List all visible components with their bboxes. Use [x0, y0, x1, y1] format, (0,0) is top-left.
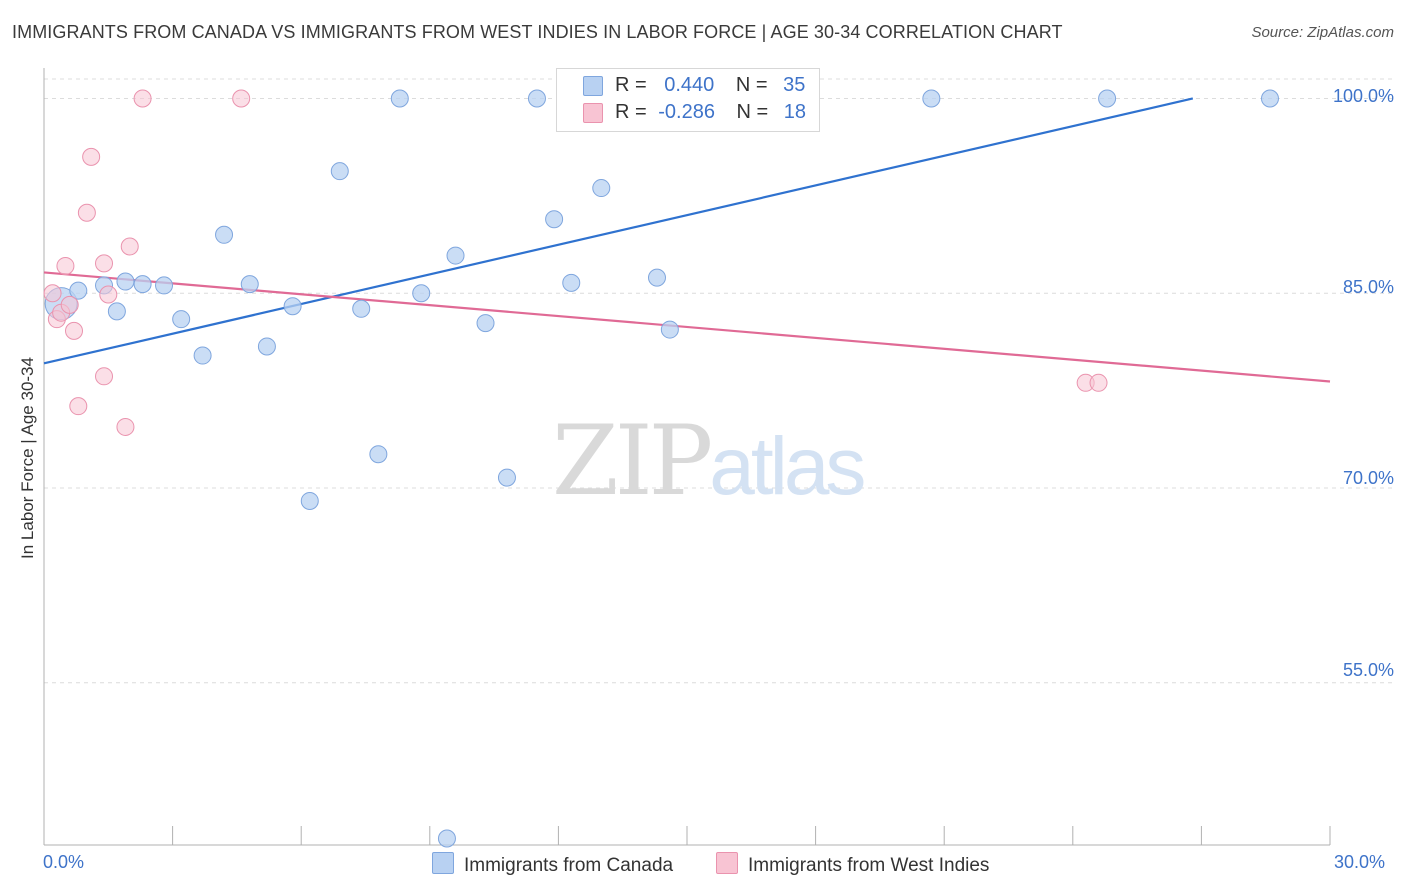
stats-legend: R = 0.440 N = 35 R = -0.286 N = 18	[556, 68, 820, 132]
point-west-indies	[43, 284, 62, 303]
point-canada	[193, 346, 212, 365]
point-canada	[240, 275, 259, 294]
legend-r-value: 0.440	[664, 74, 715, 96]
point-west-indies	[77, 203, 96, 222]
point-canada	[412, 284, 431, 303]
bottom-legend-swatch-west-indies	[716, 852, 738, 874]
bottom-legend-swatch-canada	[432, 852, 454, 874]
point-west-indies	[69, 397, 88, 416]
point-canada	[476, 314, 495, 333]
gridlines	[44, 78, 1392, 684]
point-west-indies	[1089, 373, 1108, 392]
y-axis-label: In Labor Force | Age 30-34	[18, 357, 37, 559]
y-tick-label: 70.0%	[1342, 468, 1394, 488]
legend-n-value: 35	[783, 74, 806, 96]
watermark-atlas: atlas	[709, 421, 866, 512]
point-canada	[257, 337, 276, 356]
point-canada	[155, 276, 174, 295]
point-canada	[69, 281, 88, 300]
point-canada	[545, 210, 564, 229]
axes	[43, 68, 1331, 846]
watermark-zip: ZIP	[552, 405, 713, 517]
point-canada	[283, 297, 302, 316]
x-tick-label: 30.0%	[1334, 852, 1386, 872]
point-canada	[527, 89, 546, 108]
trend-line	[43, 271, 1331, 383]
point-canada	[660, 320, 679, 339]
point-canada	[390, 89, 409, 108]
chart-title: IMMIGRANTS FROM CANADA VS IMMIGRANTS FRO…	[12, 22, 1063, 42]
y-tick-label: 100.0%	[1332, 86, 1394, 106]
point-canada	[107, 302, 126, 321]
point-west-indies	[120, 237, 139, 256]
point-west-indies	[116, 417, 135, 436]
legend-n-value: 18	[783, 101, 807, 123]
point-west-indies	[133, 89, 152, 108]
point-west-indies	[82, 147, 101, 166]
y-tick-label: 85.0%	[1342, 277, 1394, 297]
point-canada	[1098, 89, 1117, 108]
point-canada	[352, 299, 371, 318]
source-label: Source: ZipAtlas.com	[1251, 24, 1394, 41]
point-canada	[116, 272, 135, 291]
point-canada	[497, 468, 516, 487]
data-points	[43, 89, 1279, 848]
bottom-legend-canada: Immigrants from Canada	[432, 852, 673, 877]
legend-swatch-west-indies	[583, 103, 603, 123]
bottom-legend-west-indies: Immigrants from West Indies	[716, 852, 989, 877]
trend-line	[43, 97, 1194, 365]
point-canada	[300, 491, 319, 510]
point-canada	[133, 275, 152, 294]
point-west-indies	[60, 295, 79, 314]
point-canada	[172, 310, 191, 329]
point-west-indies	[65, 321, 84, 340]
legend-swatch-canada	[583, 76, 603, 96]
y-tick-label: 55.0%	[1342, 660, 1394, 680]
point-west-indies	[99, 285, 118, 304]
bottom-legend-label-west-indies: Immigrants from West Indies	[748, 855, 990, 876]
point-west-indies	[95, 367, 114, 386]
legend-n-label: N =	[736, 101, 769, 123]
point-canada	[446, 246, 465, 265]
watermark: ZIPatlas	[552, 405, 866, 517]
legend-r-label: R =	[615, 74, 647, 96]
legend-r-value: -0.286	[658, 101, 715, 123]
legend-n-label: N =	[735, 74, 768, 96]
point-canada	[437, 829, 456, 848]
point-canada	[922, 89, 941, 108]
point-west-indies	[232, 89, 251, 108]
point-canada	[1260, 89, 1279, 108]
x-tick-label: 0.0%	[43, 852, 85, 872]
legend-r-label: R =	[615, 101, 647, 123]
point-west-indies	[95, 254, 114, 273]
point-canada	[369, 445, 388, 464]
bottom-legend-label-canada: Immigrants from Canada	[464, 855, 674, 876]
point-canada	[647, 268, 666, 287]
point-canada	[562, 273, 581, 292]
point-canada	[215, 225, 234, 244]
point-west-indies	[56, 256, 75, 275]
trend-lines	[43, 97, 1331, 383]
point-canada	[592, 179, 611, 198]
point-canada	[330, 162, 349, 181]
